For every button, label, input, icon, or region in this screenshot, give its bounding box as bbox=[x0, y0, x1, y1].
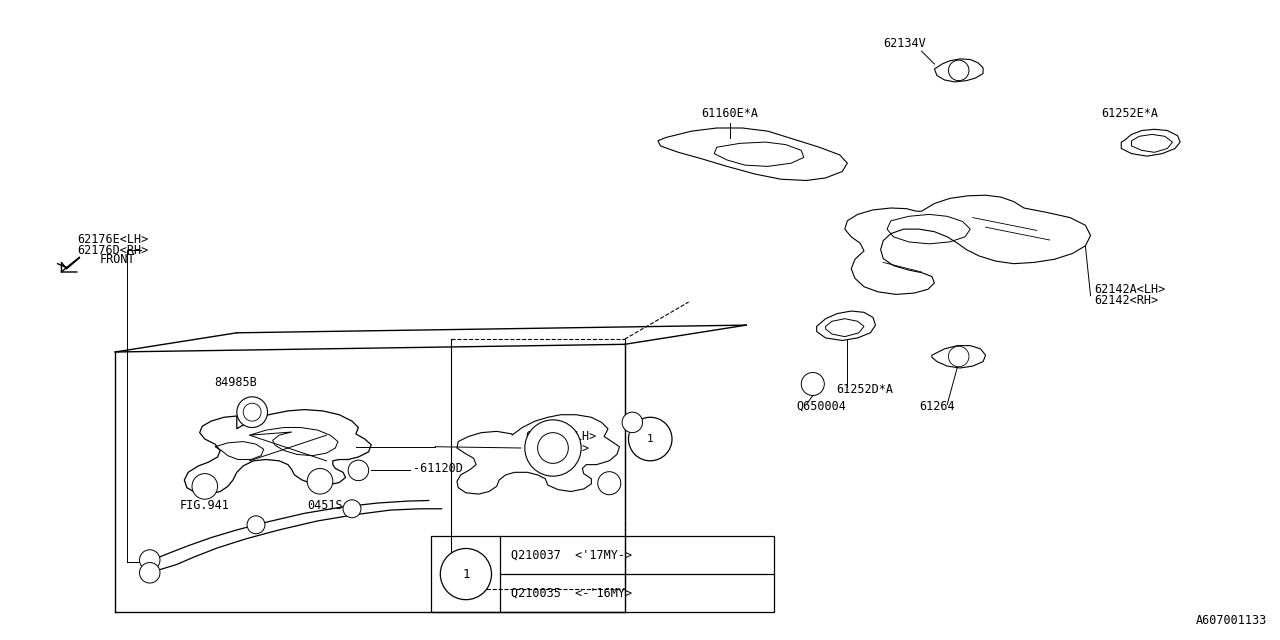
Text: Q210035  <-'16MY>: Q210035 <-'16MY> bbox=[511, 586, 632, 600]
Circle shape bbox=[140, 563, 160, 583]
Text: 84985B: 84985B bbox=[214, 376, 256, 389]
Text: 61224A<LH>: 61224A<LH> bbox=[525, 430, 596, 443]
Text: A607001133: A607001133 bbox=[1196, 614, 1267, 627]
Text: 61252D*A: 61252D*A bbox=[836, 383, 893, 396]
Circle shape bbox=[348, 460, 369, 481]
Text: 62142A<LH>: 62142A<LH> bbox=[1094, 283, 1166, 296]
Circle shape bbox=[598, 472, 621, 495]
Text: 61264: 61264 bbox=[919, 400, 955, 413]
Circle shape bbox=[628, 417, 672, 461]
Circle shape bbox=[801, 372, 824, 396]
Text: 61160E*A: 61160E*A bbox=[701, 108, 759, 120]
Text: 62142<RH>: 62142<RH> bbox=[1094, 294, 1158, 307]
Circle shape bbox=[440, 548, 492, 600]
Text: 62176D<RH>: 62176D<RH> bbox=[77, 244, 148, 257]
Circle shape bbox=[343, 500, 361, 518]
Circle shape bbox=[948, 60, 969, 81]
Circle shape bbox=[243, 403, 261, 421]
Text: Q650004: Q650004 bbox=[796, 400, 846, 413]
Circle shape bbox=[948, 346, 969, 367]
Text: 61252E*A: 61252E*A bbox=[1101, 108, 1158, 120]
Text: FIG.941: FIG.941 bbox=[179, 499, 229, 512]
Circle shape bbox=[538, 433, 568, 463]
Text: Q210037  <'17MY->: Q210037 <'17MY-> bbox=[511, 548, 632, 562]
Text: FRONT: FRONT bbox=[100, 253, 136, 266]
Text: 1: 1 bbox=[462, 568, 470, 580]
Circle shape bbox=[237, 397, 268, 428]
Text: 0451S: 0451S bbox=[307, 499, 343, 512]
Circle shape bbox=[622, 412, 643, 433]
Circle shape bbox=[307, 468, 333, 494]
Text: 62176E<LH>: 62176E<LH> bbox=[77, 233, 148, 246]
Text: 61224<RH>: 61224<RH> bbox=[525, 442, 589, 454]
Circle shape bbox=[525, 420, 581, 476]
Circle shape bbox=[247, 516, 265, 534]
Text: 62134V: 62134V bbox=[883, 37, 925, 50]
Text: 1: 1 bbox=[646, 434, 654, 444]
Circle shape bbox=[140, 550, 160, 570]
Circle shape bbox=[192, 474, 218, 499]
Text: -61120D: -61120D bbox=[413, 462, 463, 475]
